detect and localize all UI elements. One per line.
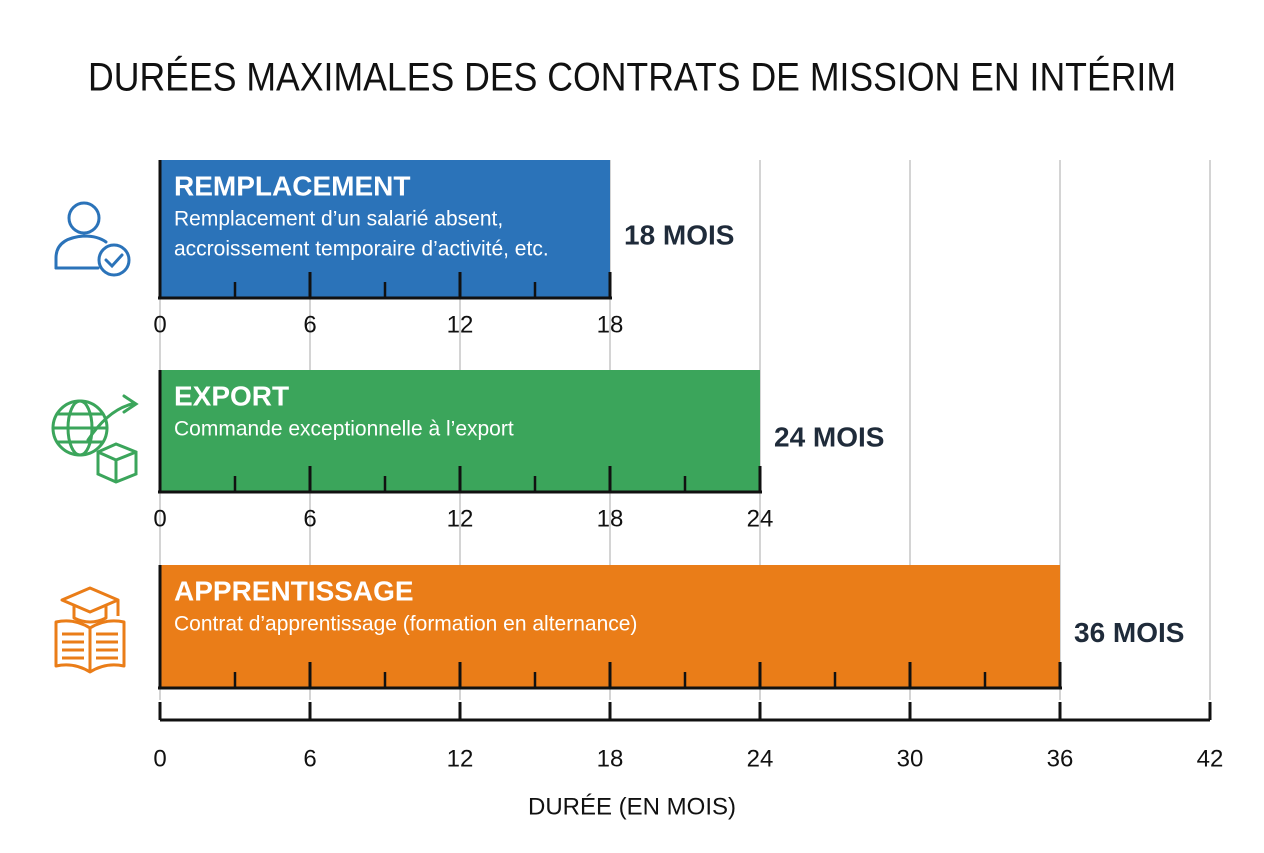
icon-globe: [51, 394, 139, 484]
bar-description: Commande exceptionnelle à l’export: [174, 418, 514, 441]
value-label: 36 MOIS: [1074, 617, 1184, 648]
bar-tick-label: 6: [303, 311, 316, 338]
bar-tick-label: 18: [597, 505, 624, 532]
bar-tick-label: 24: [747, 505, 774, 532]
chart-title: DURÉES MAXIMALES DES CONTRATS DE MISSION…: [88, 55, 1176, 100]
value-label: 24 MOIS: [774, 421, 884, 452]
bar-tick-label: 0: [153, 505, 166, 532]
x-tick-label: 30: [897, 745, 924, 772]
bar-name: REMPLACEMENT: [174, 170, 410, 201]
icon-book: [54, 586, 126, 674]
x-tick-label: 42: [1197, 745, 1224, 772]
bar-name: EXPORT: [174, 380, 289, 411]
bar-tick-label: 0: [153, 311, 166, 338]
bars: 0 6 12 18 REMPLACEMENT Remplacement d’un sala…: [153, 160, 1184, 690]
x-axis: 0 6 12 18 24 30 36 42: [153, 702, 1223, 772]
x-tick-label: 24: [747, 745, 774, 772]
x-tick-label: 36: [1047, 745, 1074, 772]
bar-tick-label: 12: [447, 505, 474, 532]
bar-tick-label: 12: [447, 311, 474, 338]
bar-description: Remplacement d’un salarié absent,: [174, 208, 503, 231]
x-axis-label: DURÉE (EN MOIS): [528, 793, 736, 820]
x-tick-label: 18: [597, 745, 624, 772]
bar-tick-label: 18: [597, 311, 624, 338]
bar-description: accroissement temporaire d’activité, etc…: [174, 238, 549, 261]
bar-name: APPRENTISSAGE: [174, 575, 414, 606]
bar-description: Contrat d’apprentissage (formation en al…: [174, 613, 637, 636]
x-tick-label: 0: [153, 745, 166, 772]
x-tick-label: 6: [303, 745, 316, 772]
bar-tick-label: 6: [303, 505, 316, 532]
bar: [160, 160, 610, 298]
icon-person: [54, 201, 131, 277]
value-label: 18 MOIS: [624, 219, 734, 250]
x-tick-label: 12: [447, 745, 474, 772]
